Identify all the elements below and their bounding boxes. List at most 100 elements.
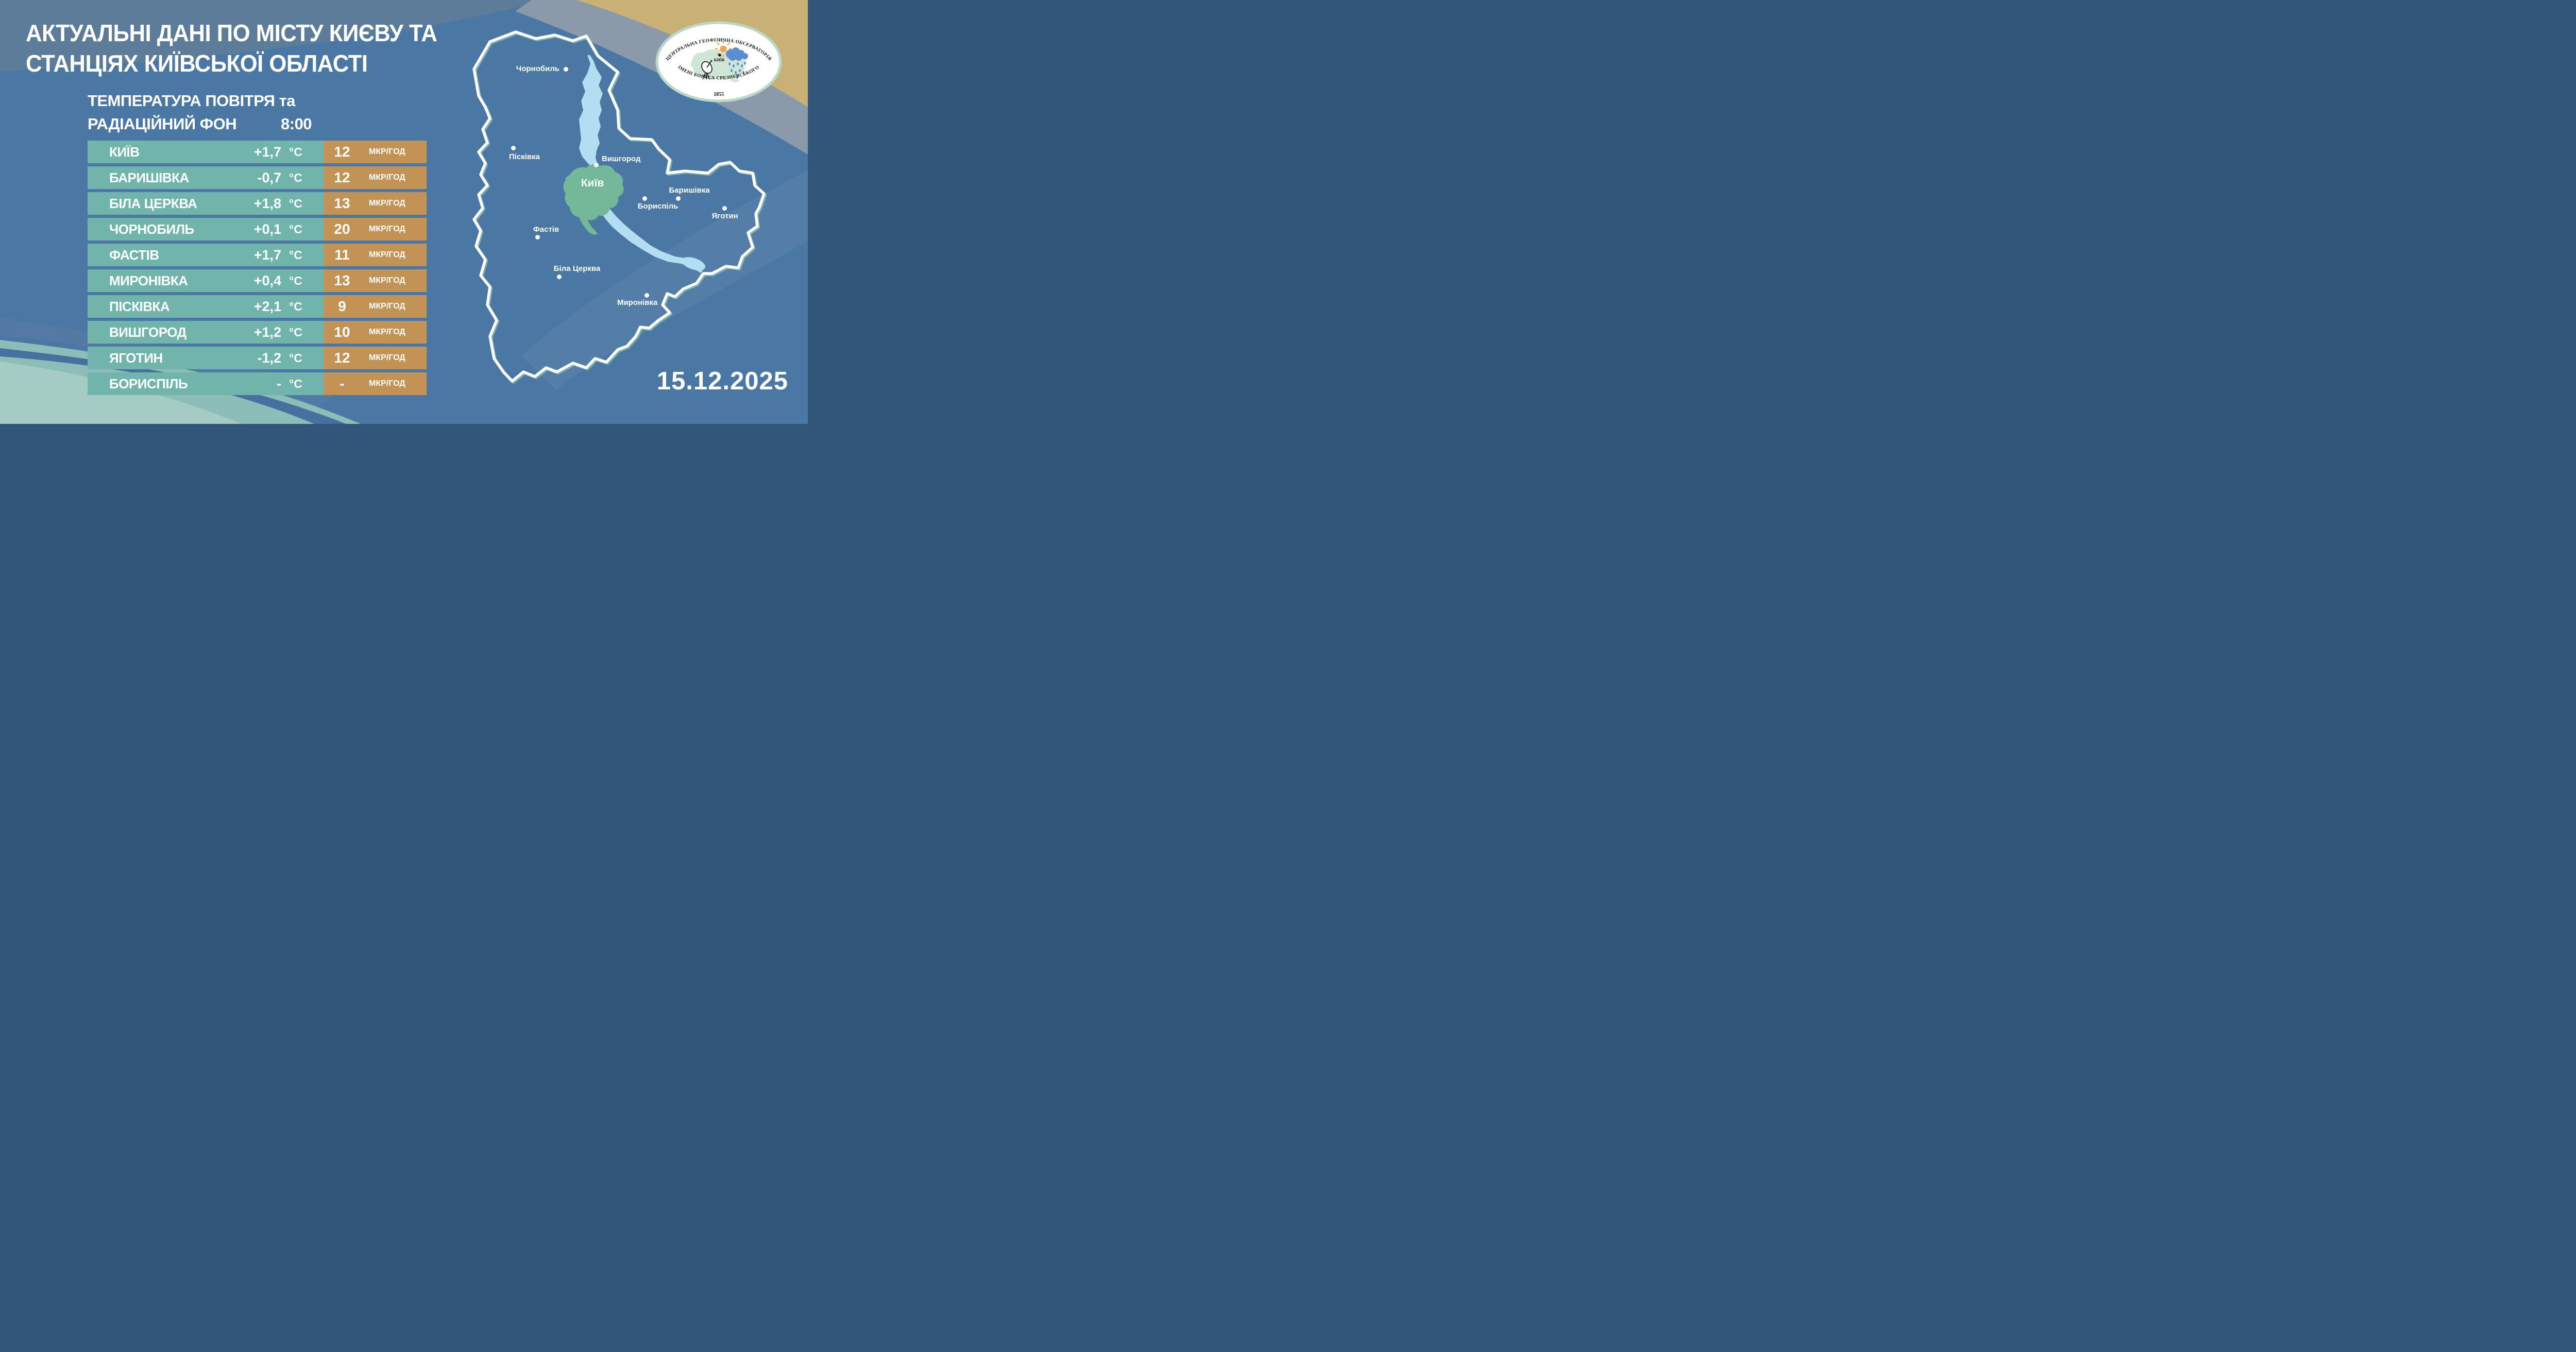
logo-year: 1855 bbox=[714, 92, 724, 97]
rain-cloud-icon bbox=[726, 47, 748, 79]
temperature-value: +0,4 bbox=[253, 273, 281, 288]
band-light-streak bbox=[521, 170, 808, 390]
satellite-dish-icon bbox=[701, 60, 713, 80]
city-dot bbox=[722, 206, 727, 211]
logo-kyiv-dot bbox=[718, 54, 721, 57]
city-label: Київ bbox=[581, 177, 604, 189]
temperature-cell: КИЇВ +1,7 °С bbox=[88, 141, 324, 163]
radiation-value: 9 bbox=[338, 298, 346, 314]
title-line-2: СТАНЦІЯХ КИЇВСЬКОЇ ОБЛАСТІ bbox=[26, 49, 368, 77]
city-dot bbox=[594, 163, 599, 167]
station-name: КИЇВ bbox=[109, 144, 140, 160]
temperature-unit: °С bbox=[289, 377, 302, 390]
radiation-unit: МКР/ГОД bbox=[369, 225, 405, 233]
temperature-cell: ЧОРНОБИЛЬ +0,1 °С bbox=[88, 218, 324, 241]
station-name: ФАСТІВ bbox=[109, 247, 159, 263]
city-label: Пісківка bbox=[509, 152, 540, 161]
temperature-unit: °С bbox=[289, 248, 302, 262]
subtitle-line-2: РАДІАЦІЙНИЙ ФОН bbox=[88, 115, 237, 133]
radiation-value: 11 bbox=[334, 247, 350, 263]
temperature-value: +1,7 bbox=[253, 144, 281, 160]
station-name: БІЛА ЦЕРКВА bbox=[109, 196, 197, 211]
title-line-1: АКТУАЛЬНІ ДАНІ ПО МІСТУ КИЄВУ ТА bbox=[26, 19, 437, 47]
radiation-unit: МКР/ГОД bbox=[369, 353, 405, 362]
temperature-unit: °С bbox=[289, 171, 302, 184]
city-label: Бориспіль bbox=[637, 202, 679, 211]
oblast-boundary bbox=[472, 30, 766, 383]
temperature-value: -1,2 bbox=[257, 350, 281, 366]
table-row: КИЇВ +1,7 °С 12 МКР/ГОД bbox=[88, 141, 427, 163]
temperature-cell: БОРИСПІЛЬ - °С bbox=[88, 372, 324, 395]
radiation-unit: МКР/ГОД bbox=[369, 379, 405, 388]
city-dot bbox=[557, 275, 562, 279]
radiation-unit: МКР/ГОД bbox=[369, 302, 405, 311]
station-name: ПІСКІВКА bbox=[109, 299, 170, 314]
table-row: ПІСКІВКА +2,1 °С 9 МКР/ГОД bbox=[88, 295, 427, 318]
table-row: ВИШГОРОД +1,2 °С 10 МКР/ГОД bbox=[88, 321, 427, 344]
temperature-unit: °С bbox=[289, 300, 302, 313]
temperature-unit: °С bbox=[289, 223, 302, 236]
city-dot bbox=[511, 146, 516, 150]
infographic-canvas: Чорнобиль Пісківка Вишгород Київ Баришів… bbox=[0, 0, 808, 424]
logo-kyiv-label: КИЇВ bbox=[714, 58, 725, 62]
radiation-unit: МКР/ГОД bbox=[369, 173, 405, 182]
table-row: ЧОРНОБИЛЬ +0,1 °С 20 МКР/ГОД bbox=[88, 218, 427, 241]
station-name: БАРИШІВКА bbox=[109, 170, 189, 185]
radiation-cell: 11 МКР/ГОД bbox=[324, 244, 427, 266]
radiation-unit: МКР/ГОД bbox=[369, 250, 405, 259]
temperature-value: +2,1 bbox=[253, 299, 281, 314]
table-row: ЯГОТИН -1,2 °С 12 МКР/ГОД bbox=[88, 347, 427, 369]
city-label: Вишгород bbox=[602, 155, 641, 163]
band-gray-topleft bbox=[0, 0, 546, 71]
city-label: Чорнобиль bbox=[516, 64, 560, 73]
observatory-logo: КИЇВ ЦЕНТРАЛЬНА ГЕОФІЗИЧНА ОБСЕРВАТОРІЯ … bbox=[655, 21, 782, 102]
river-widening bbox=[681, 257, 706, 270]
station-name: ВИШГОРОД bbox=[109, 324, 187, 340]
radiation-value: 20 bbox=[334, 221, 350, 237]
radiation-value: 10 bbox=[334, 324, 350, 340]
band-dark-stripe bbox=[0, 348, 346, 424]
table-row: БОРИСПІЛЬ - °С - МКР/ГОД bbox=[88, 372, 427, 395]
temperature-value: +1,2 bbox=[253, 324, 281, 340]
radiation-cell: 9 МКР/ГОД bbox=[324, 295, 427, 318]
table-row: БАРИШІВКА -0,7 °С 12 МКР/ГОД bbox=[88, 166, 427, 189]
radiation-unit: МКР/ГОД bbox=[369, 276, 405, 285]
kyiv-city-area bbox=[563, 164, 624, 235]
station-name: ЯГОТИН bbox=[109, 350, 163, 366]
temperature-cell: БІЛА ЦЕРКВА +1,8 °С bbox=[88, 192, 324, 215]
radiation-cell: 12 МКР/ГОД bbox=[324, 166, 427, 189]
radiation-value: 13 bbox=[334, 195, 350, 211]
kyiv-reservoir bbox=[579, 55, 603, 172]
radiation-value: 12 bbox=[334, 350, 350, 366]
observation-time: 8:00 bbox=[281, 115, 312, 133]
temperature-unit: °С bbox=[289, 274, 302, 287]
radiation-cell: 13 МКР/ГОД bbox=[324, 192, 427, 215]
radiation-unit: МКР/ГОД bbox=[369, 147, 405, 156]
temperature-value: -0,7 bbox=[257, 170, 281, 185]
date-label: 15.12.2025 bbox=[656, 367, 788, 395]
radiation-cell: - МКР/ГОД bbox=[324, 372, 427, 395]
radiation-cell: 12 МКР/ГОД bbox=[324, 141, 427, 163]
radiation-cell: 10 МКР/ГОД bbox=[324, 321, 427, 344]
temperature-cell: МИРОНІВКА +0,4 °С bbox=[88, 269, 324, 292]
city-label: Миронівка bbox=[617, 298, 658, 307]
table-row: МИРОНІВКА +0,4 °С 13 МКР/ГОД bbox=[88, 269, 427, 292]
page-subtitle: ТЕМПЕРАТУРА ПОВІТРЯ та РАДІАЦІЙНИЙ ФОН 8… bbox=[88, 89, 312, 135]
temperature-unit: °С bbox=[289, 197, 302, 210]
subtitle-line-1: ТЕМПЕРАТУРА ПОВІТРЯ та bbox=[88, 92, 295, 110]
temperature-cell: ФАСТІВ +1,7 °С bbox=[88, 244, 324, 266]
radiation-value: 12 bbox=[334, 144, 350, 160]
city-dot bbox=[642, 196, 647, 201]
station-name: ЧОРНОБИЛЬ bbox=[109, 221, 194, 237]
station-name: МИРОНІВКА bbox=[109, 273, 188, 288]
city-dot bbox=[645, 293, 649, 298]
city-label: Фастів bbox=[533, 225, 560, 234]
radiation-value: - bbox=[340, 375, 345, 391]
temperature-cell: БАРИШІВКА -0,7 °С bbox=[88, 166, 324, 189]
radiation-value: 12 bbox=[334, 169, 350, 185]
temperature-cell: ЯГОТИН -1,2 °С bbox=[88, 347, 324, 369]
temperature-value: +1,7 bbox=[253, 247, 281, 263]
temperature-value: +1,8 bbox=[253, 196, 281, 211]
temperature-unit: °С bbox=[289, 351, 302, 365]
kyiv-region-map bbox=[472, 30, 766, 383]
